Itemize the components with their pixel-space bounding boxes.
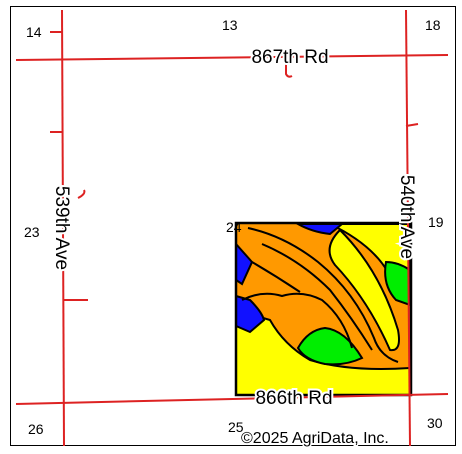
soil-boundary-line	[251, 261, 301, 293]
soil-area-blue-north[interactable]	[294, 223, 345, 236]
road-label-539th: 539th Ave	[51, 186, 72, 270]
road-label-866th: 866th Rd	[255, 388, 332, 409]
section-number: 18	[425, 17, 441, 33]
field-parcel[interactable]	[234, 221, 413, 397]
section-number: 13	[222, 17, 238, 33]
road-network	[15, 9, 449, 447]
copyright-notice: ©2025 AgriData, Inc.	[241, 430, 389, 447]
soil-area-blue-southwest[interactable]	[235, 294, 266, 334]
section-number: 30	[427, 415, 443, 431]
road-north	[15, 54, 449, 61]
section-number: 19	[428, 214, 444, 230]
section-number: 24	[226, 219, 242, 235]
section-number: 23	[24, 224, 40, 240]
road-label-540th: 540th Ave	[396, 175, 417, 259]
section-number: 14	[26, 24, 42, 40]
road-label-867th: 867th Rd	[251, 47, 328, 68]
soil-boundary-line	[247, 227, 399, 363]
road-stub	[77, 189, 86, 199]
road-east	[405, 9, 411, 447]
section-number: 25	[228, 419, 244, 435]
section-number: 26	[28, 421, 44, 437]
soil-area-yellow-band[interactable]	[328, 228, 400, 352]
soil-area-green-center[interactable]	[296, 326, 364, 366]
road-stub	[285, 64, 293, 78]
road-stub	[405, 123, 419, 127]
soil-boundary-line	[261, 243, 373, 351]
road-south	[15, 393, 449, 405]
road-west	[61, 9, 65, 447]
field-boundary	[234, 221, 413, 397]
soil-boundary-line	[241, 292, 353, 349]
